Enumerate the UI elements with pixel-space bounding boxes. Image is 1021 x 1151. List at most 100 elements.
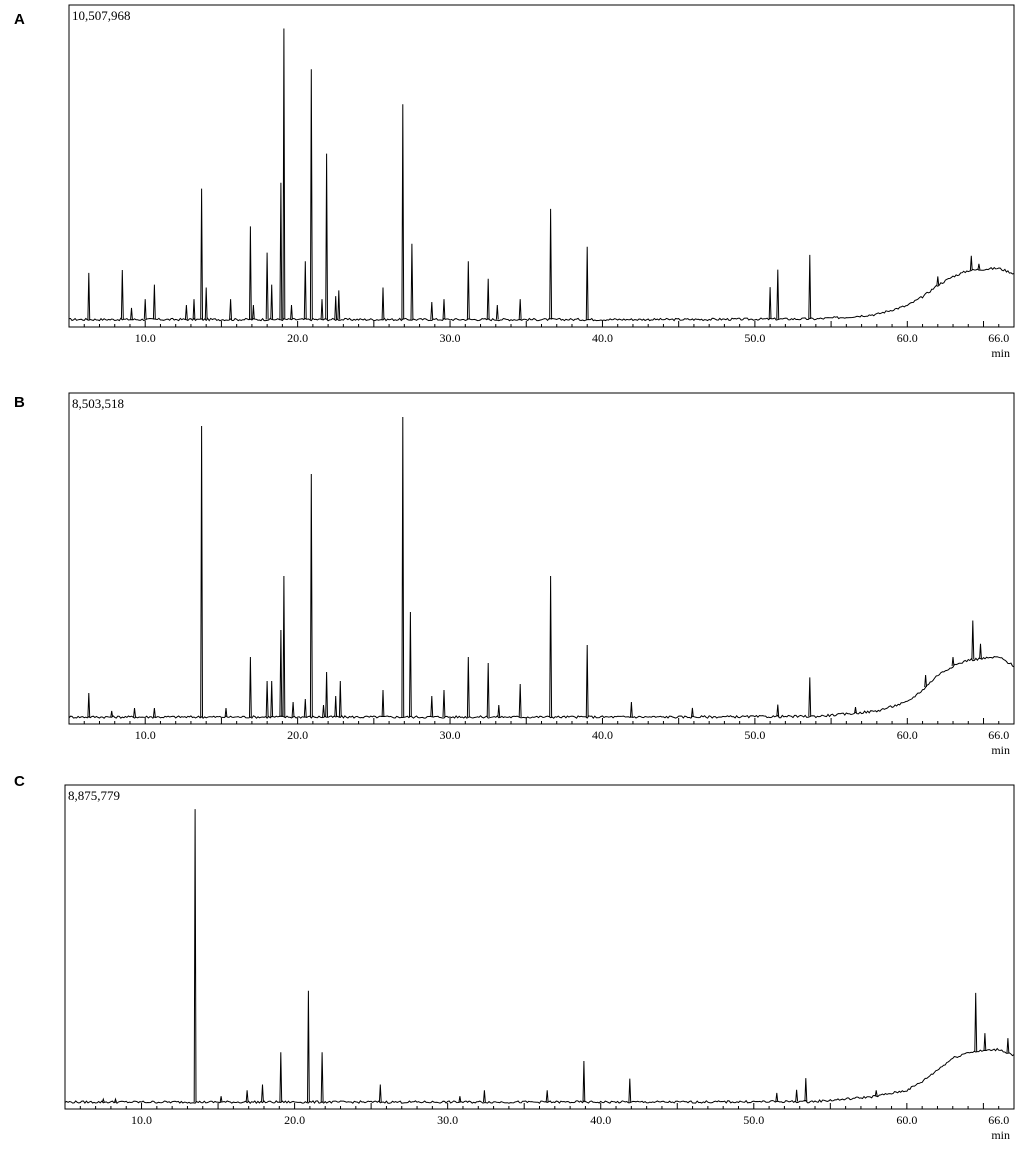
chromatogram-peak bbox=[200, 188, 203, 320]
chromatogram-peak bbox=[87, 272, 91, 320]
chromatogram-peak bbox=[776, 269, 780, 320]
chromatogram-peak bbox=[628, 1078, 632, 1103]
chromatogram-peak bbox=[229, 299, 232, 320]
x-tick-label: 20.0 bbox=[287, 331, 308, 345]
panel-b: B 8,503,518 10.0 20.0 30.0 40.0 50.0 60.0 66.0mi… bbox=[14, 392, 1015, 757]
chromatogram-peak bbox=[114, 1097, 117, 1103]
chromatogram-peak bbox=[971, 620, 975, 660]
chromatogram-peak bbox=[430, 301, 434, 320]
chromatogram-peak bbox=[309, 473, 313, 718]
chromatogram-peak bbox=[936, 276, 940, 286]
chromatogram-peak bbox=[486, 662, 490, 718]
baseline-trace bbox=[68, 266, 1015, 322]
chromatogram-peak bbox=[279, 1052, 283, 1103]
panel-letter: C bbox=[14, 773, 25, 790]
x-tick-label: 50.0 bbox=[743, 1113, 764, 1127]
chromatogram-peak bbox=[193, 809, 197, 1103]
chromatogram-peak bbox=[337, 290, 341, 320]
chromatogram-peak bbox=[585, 644, 589, 718]
chromatogram-peak bbox=[466, 261, 470, 320]
chromatogram-peak bbox=[204, 287, 208, 320]
intensity-max-label: 8,503,518 bbox=[72, 396, 124, 411]
chromatogram-peak bbox=[307, 990, 310, 1103]
chromatogram-peak bbox=[378, 1084, 382, 1103]
chromatogram-peak bbox=[808, 677, 812, 717]
chromatogram-peak bbox=[249, 226, 252, 320]
x-tick-label: 60.0 bbox=[896, 1113, 917, 1127]
chromatogram-peak bbox=[87, 692, 91, 718]
chromatogram-peak bbox=[549, 208, 553, 320]
chromatogram-peak bbox=[200, 425, 203, 718]
chromatogram-peak bbox=[549, 575, 553, 718]
x-tick-label: 30.0 bbox=[437, 1113, 458, 1127]
chromatogram-peak bbox=[410, 243, 414, 320]
panel-c: C 8,875,779 10.0 20.0 30.0 40.0 50.0 60.0 66.0mi… bbox=[14, 773, 1015, 1142]
chromatogram-peak bbox=[381, 287, 385, 320]
chromatogram-peak bbox=[518, 683, 522, 718]
chromatogram-peak bbox=[279, 629, 283, 718]
chromatogram-peak bbox=[979, 643, 982, 659]
x-tick-label: 10.0 bbox=[135, 331, 156, 345]
chromatogram-peak bbox=[334, 296, 338, 320]
chromatogram-peak bbox=[133, 707, 136, 718]
chromatogram-peak bbox=[381, 689, 385, 718]
chromatogram-peak bbox=[152, 707, 156, 718]
chromatogram-peak bbox=[974, 992, 978, 1052]
chromatogram-peak bbox=[309, 69, 313, 320]
chromatogram-peak bbox=[630, 701, 633, 718]
chromatogram-peak bbox=[265, 680, 269, 718]
chromatogram-peak bbox=[795, 1089, 799, 1102]
x-tick-label: 20.0 bbox=[284, 1113, 305, 1127]
x-tick-label: 10.0 bbox=[131, 1113, 152, 1127]
chromatogram-peak bbox=[192, 299, 196, 320]
chromatogram-peak bbox=[282, 28, 286, 320]
chromatogram-peak bbox=[401, 416, 405, 718]
chromatogram-peak bbox=[585, 246, 589, 320]
intensity-max-label: 10,507,968 bbox=[72, 8, 131, 23]
chromatogram-peak bbox=[249, 656, 252, 718]
x-tick-label: 60.0 bbox=[897, 728, 918, 742]
plot-frame bbox=[64, 784, 1015, 1110]
chromatogram-peak bbox=[775, 1092, 779, 1102]
x-tick-label: 40.0 bbox=[590, 1113, 611, 1127]
x-tick-label: 50.0 bbox=[744, 331, 765, 345]
chromatogram-peak bbox=[486, 278, 490, 320]
chromatogram-peak bbox=[282, 575, 286, 718]
chromatogram-peak bbox=[808, 254, 812, 320]
x-unit-label: min bbox=[991, 1128, 1010, 1142]
chromatogram-peak bbox=[270, 680, 274, 718]
chromatogram-peak bbox=[1006, 1038, 1010, 1053]
x-tick-label: 30.0 bbox=[440, 331, 461, 345]
chromatogram-peak bbox=[977, 263, 981, 270]
chromatogram-peak bbox=[691, 707, 694, 717]
chromatogram-peak bbox=[279, 182, 283, 320]
plot-frame bbox=[68, 392, 1015, 725]
chromatogram-peak bbox=[290, 304, 293, 320]
baseline-trace bbox=[68, 656, 1015, 720]
x-tick-label: 40.0 bbox=[592, 728, 613, 742]
chromatogram-peak bbox=[325, 153, 328, 320]
chromatogram-peak bbox=[224, 707, 228, 718]
chromatogram-peak bbox=[291, 701, 295, 718]
chromatogram-peak bbox=[130, 307, 133, 320]
x-unit-label: min bbox=[991, 346, 1010, 360]
chromatogram-peak bbox=[334, 695, 338, 718]
chromatogram-peak bbox=[322, 704, 325, 718]
chromatogram-peak bbox=[874, 1090, 878, 1097]
chromatogram-peak bbox=[497, 704, 501, 718]
chromatogram-peak bbox=[768, 287, 772, 320]
chromatogram-peak bbox=[409, 611, 412, 718]
chromatogram-peak bbox=[320, 299, 324, 320]
chromatogram-peak bbox=[442, 299, 446, 320]
chromatogram-peak bbox=[776, 704, 780, 717]
chromatogram-peak bbox=[101, 1097, 105, 1103]
chromatogram-peak bbox=[951, 656, 955, 667]
intensity-max-label: 8,875,779 bbox=[68, 788, 120, 803]
chromatogram-peak bbox=[143, 299, 147, 320]
x-tick-label: 60.0 bbox=[897, 331, 918, 345]
panel-a: A 10,507,968 10.0 20.0 30.0 40.0 50.0 60.0 66.0m… bbox=[14, 4, 1015, 360]
x-tick-label: 66.0 bbox=[988, 728, 1009, 742]
panel-letter: B bbox=[14, 394, 25, 411]
chromatogram-peak bbox=[184, 304, 188, 320]
